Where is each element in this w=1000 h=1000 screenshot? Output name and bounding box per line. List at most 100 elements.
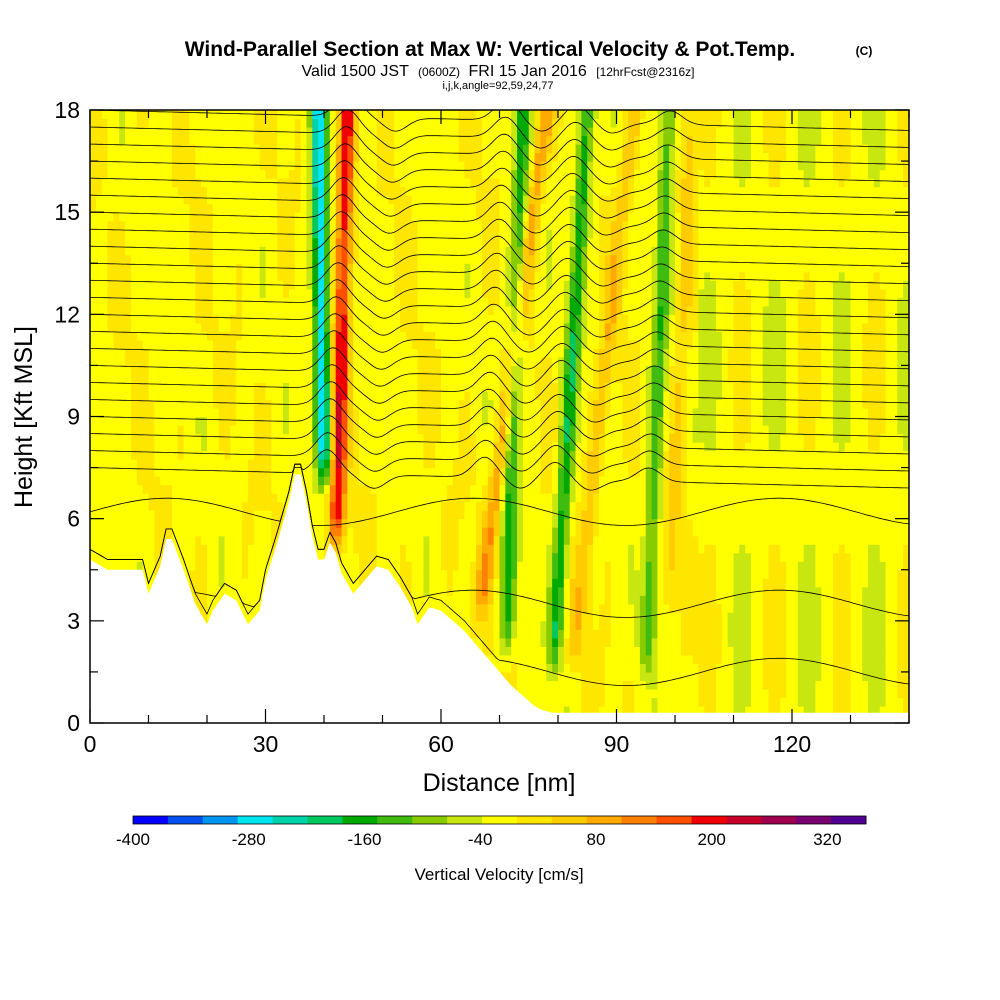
field-cell <box>142 442 150 452</box>
field-cell <box>166 161 173 171</box>
field-cell <box>207 416 214 426</box>
field-cell <box>353 501 360 511</box>
field-cell <box>166 476 173 486</box>
field-cell <box>464 144 471 154</box>
field-cell <box>183 280 191 290</box>
field-cell <box>376 110 384 120</box>
field-cell <box>166 152 173 162</box>
field-cell <box>230 561 237 571</box>
field-cell <box>405 118 413 128</box>
field-cell <box>359 271 366 281</box>
field-cell <box>411 220 419 230</box>
field-cell <box>130 288 138 298</box>
field-cell <box>189 144 196 154</box>
field-cell <box>441 305 448 315</box>
field-cell <box>370 288 378 298</box>
field-cell <box>166 314 173 324</box>
field-cell <box>148 322 155 332</box>
field-cell <box>394 425 401 435</box>
field-cell <box>411 442 419 452</box>
field-cell <box>458 586 465 596</box>
field-cell <box>394 348 401 358</box>
field-cell <box>458 407 465 418</box>
field-cell <box>470 416 477 426</box>
field-cell <box>125 271 132 281</box>
field-cell <box>130 450 138 460</box>
field-cell <box>230 212 237 222</box>
field-cell <box>417 271 425 281</box>
field-cell <box>90 535 97 545</box>
field-cell <box>230 271 237 281</box>
field-cell <box>183 348 191 358</box>
field-cell <box>329 127 337 137</box>
field-cell <box>353 127 360 137</box>
field-cell <box>207 535 214 545</box>
field-cell <box>253 603 261 613</box>
field-cell <box>364 271 372 281</box>
field-cell <box>481 314 489 324</box>
field-cell <box>148 382 155 392</box>
field-cell <box>435 442 442 452</box>
field-cell <box>452 161 460 171</box>
field-cell <box>212 118 220 128</box>
field-cell <box>335 118 343 128</box>
field-cell <box>247 288 255 298</box>
field-cell <box>359 195 366 205</box>
field-cell <box>253 399 261 409</box>
field-cell <box>464 373 471 384</box>
field-cell <box>183 493 191 503</box>
field-cell <box>113 314 120 324</box>
field-cell <box>458 527 465 537</box>
field-cell <box>400 569 407 579</box>
field-cell <box>259 518 267 528</box>
field-cell <box>347 348 354 358</box>
field-cell <box>207 348 214 358</box>
field-cell <box>300 322 308 332</box>
field-cell <box>382 314 389 324</box>
field-cell <box>476 637 483 647</box>
field-cell <box>364 569 372 579</box>
field-cell <box>236 425 243 435</box>
field-cell <box>148 518 155 528</box>
field-cell <box>417 135 425 145</box>
field-cell <box>470 459 477 469</box>
field-cell <box>224 178 231 188</box>
field-cell <box>400 382 407 392</box>
field-cell <box>411 271 419 281</box>
field-cell <box>160 314 167 324</box>
field-cell <box>101 110 109 120</box>
field-cell <box>435 246 442 256</box>
field-cell <box>388 246 395 256</box>
field-cell <box>277 510 284 520</box>
field-cell <box>318 212 325 222</box>
field-cell <box>277 356 284 367</box>
field-cell <box>95 280 103 290</box>
field-cell <box>423 178 430 188</box>
field-cell <box>107 442 114 452</box>
field-cell <box>177 442 185 452</box>
field-cell <box>324 365 331 375</box>
field-cell <box>201 169 208 179</box>
field-cell <box>90 203 97 213</box>
field-cell <box>265 459 272 469</box>
field-cell <box>113 501 120 511</box>
field-cell <box>400 280 407 290</box>
field-cell <box>183 331 191 341</box>
field-cell <box>370 476 378 486</box>
field-cell <box>300 271 308 281</box>
field-cell <box>212 254 220 264</box>
field-cell <box>189 152 196 162</box>
field-cell <box>382 493 389 503</box>
field-cell <box>230 127 237 137</box>
field-cell <box>400 450 407 460</box>
field-cell <box>171 450 179 460</box>
field-cell <box>136 399 144 409</box>
field-cell <box>101 425 109 435</box>
field-cell <box>95 501 103 511</box>
field-cell <box>95 212 103 222</box>
field-cell <box>148 314 155 324</box>
field-cell <box>347 459 354 469</box>
field-cell <box>324 348 331 358</box>
field-cell <box>212 271 220 281</box>
field-cell <box>487 450 495 460</box>
